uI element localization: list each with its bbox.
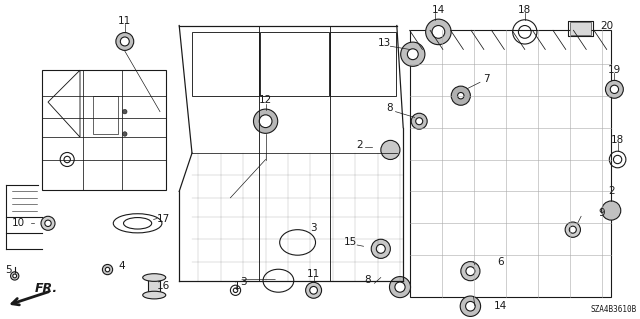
Text: 19: 19 [608,64,621,75]
Text: 9: 9 [598,208,605,218]
Text: 2: 2 [356,140,363,150]
Bar [42,70,166,190]
Circle shape [565,222,580,237]
Circle shape [466,301,475,311]
Circle shape [460,296,481,316]
Circle shape [395,282,405,292]
Text: 14: 14 [432,5,445,15]
Bar [570,22,591,35]
Bar [410,30,611,297]
Circle shape [451,86,470,105]
Circle shape [13,274,17,278]
Text: 1: 1 [234,280,240,291]
Circle shape [116,33,134,50]
Text: 11: 11 [118,16,131,26]
Circle shape [605,80,623,98]
Circle shape [602,201,621,220]
Text: 14: 14 [494,301,507,311]
Text: 8: 8 [365,275,371,285]
Circle shape [253,109,278,133]
Circle shape [416,118,422,125]
Text: 16: 16 [157,280,170,291]
Text: 15: 15 [344,237,357,247]
Circle shape [11,272,19,280]
Circle shape [376,244,385,253]
Circle shape [123,132,127,136]
Circle shape [412,113,427,129]
Ellipse shape [143,291,166,299]
Bar [93,96,118,134]
Text: 3: 3 [240,277,246,287]
Text: 13: 13 [378,38,390,48]
Circle shape [466,267,475,276]
Circle shape [401,42,425,66]
Text: 18: 18 [518,5,531,15]
Ellipse shape [143,274,166,281]
Text: 6: 6 [497,256,504,267]
Text: 4: 4 [118,261,125,271]
Circle shape [390,277,410,298]
Circle shape [426,19,451,45]
Circle shape [461,262,480,281]
Circle shape [102,264,113,275]
Circle shape [259,115,272,128]
Text: 11: 11 [307,269,320,279]
Circle shape [371,239,390,258]
Circle shape [408,49,418,60]
Circle shape [120,37,129,46]
Bar [330,32,396,96]
Circle shape [458,93,464,99]
Circle shape [310,286,317,294]
Bar [260,32,329,96]
Circle shape [306,282,321,298]
Text: 20: 20 [600,20,613,31]
Text: FR.: FR. [35,282,58,295]
Circle shape [611,85,618,93]
Text: 8: 8 [386,103,392,114]
Circle shape [45,220,51,226]
Circle shape [123,109,127,114]
Circle shape [570,226,576,233]
Bar [568,21,593,36]
Text: 5: 5 [5,264,12,275]
Circle shape [432,26,445,38]
Text: 2: 2 [608,186,614,197]
Text: 10: 10 [12,218,24,228]
Text: 18: 18 [611,135,624,145]
Circle shape [106,267,109,272]
Circle shape [41,216,55,230]
Bar [148,278,160,295]
Text: 3: 3 [310,223,317,233]
Bar [192,32,259,96]
Text: 17: 17 [157,213,170,224]
Text: 12: 12 [259,95,272,106]
Text: SZA4B3610B: SZA4B3610B [591,305,637,314]
Circle shape [381,140,400,160]
Text: 7: 7 [483,74,490,84]
